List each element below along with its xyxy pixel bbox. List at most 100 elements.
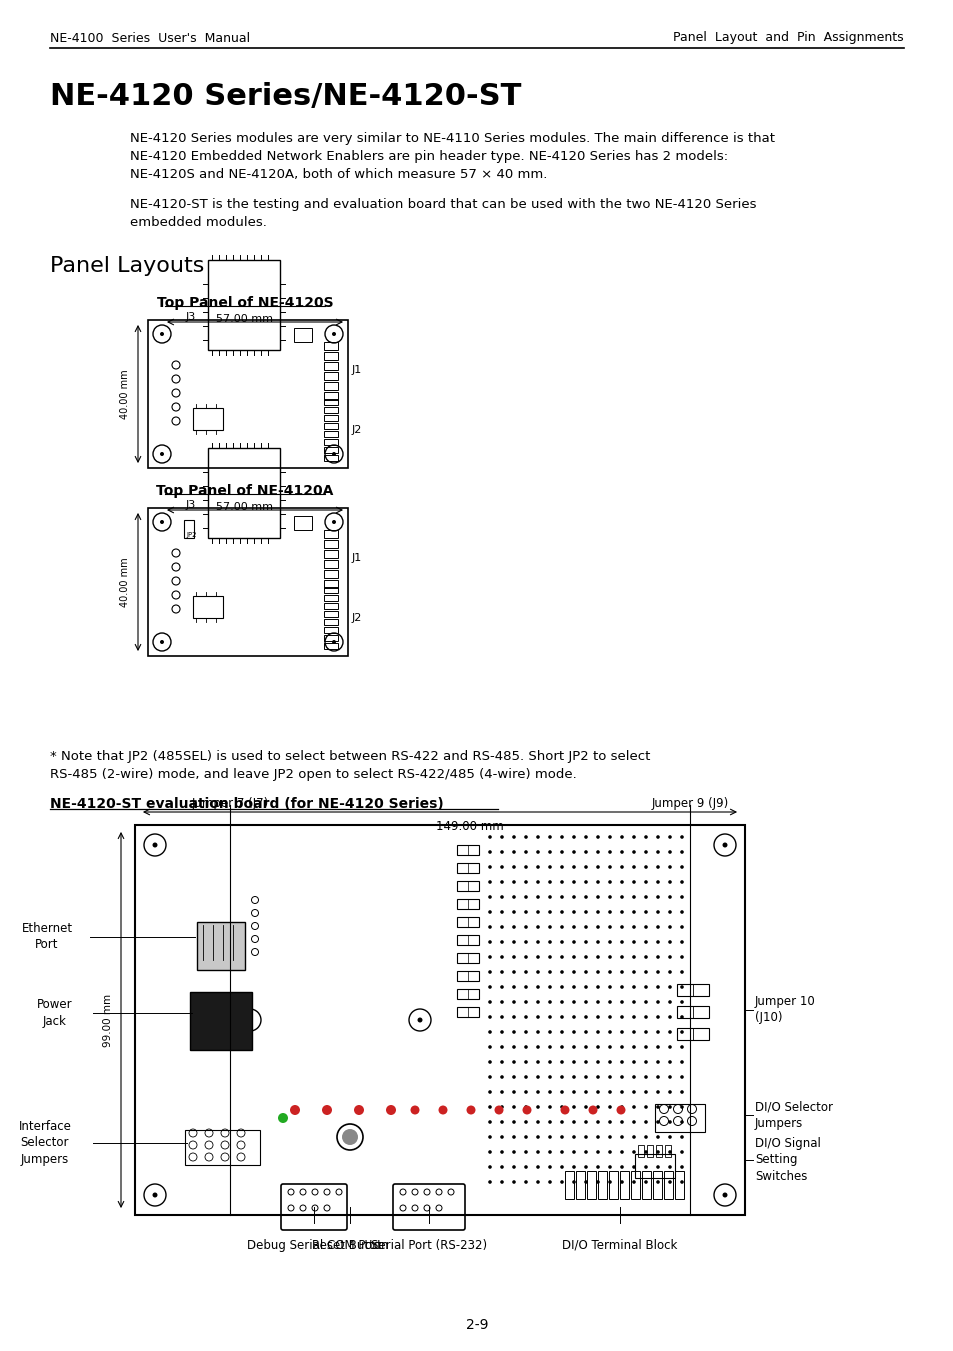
- Circle shape: [572, 896, 576, 898]
- Circle shape: [499, 985, 503, 989]
- Circle shape: [523, 1181, 527, 1183]
- Text: 99.00 mm: 99.00 mm: [103, 993, 112, 1047]
- Circle shape: [523, 1150, 527, 1154]
- Text: DI/O Selector
Jumpers: DI/O Selector Jumpers: [754, 1101, 832, 1129]
- Circle shape: [667, 1061, 671, 1063]
- Circle shape: [559, 1150, 563, 1154]
- Circle shape: [583, 896, 587, 898]
- Circle shape: [548, 1075, 551, 1079]
- Circle shape: [619, 925, 623, 928]
- Circle shape: [559, 1165, 563, 1169]
- Circle shape: [608, 1120, 611, 1124]
- Text: Jumper 7 (J7): Jumper 7 (J7): [192, 797, 269, 811]
- Circle shape: [632, 865, 635, 869]
- Circle shape: [619, 865, 623, 869]
- Circle shape: [656, 1120, 659, 1124]
- Circle shape: [596, 865, 599, 869]
- Circle shape: [559, 896, 563, 898]
- Text: J1: J1: [352, 553, 362, 563]
- Bar: [324, 399, 337, 405]
- Circle shape: [656, 985, 659, 989]
- Circle shape: [721, 843, 727, 847]
- Circle shape: [656, 1150, 659, 1154]
- Circle shape: [679, 940, 683, 944]
- Circle shape: [572, 970, 576, 974]
- Circle shape: [536, 955, 539, 959]
- Bar: [324, 635, 337, 640]
- Circle shape: [596, 1031, 599, 1034]
- Circle shape: [494, 1105, 503, 1115]
- Circle shape: [512, 1015, 516, 1019]
- Circle shape: [523, 1165, 527, 1169]
- Circle shape: [679, 1015, 683, 1019]
- Bar: [324, 550, 337, 558]
- Circle shape: [679, 985, 683, 989]
- Circle shape: [512, 955, 516, 959]
- Circle shape: [596, 896, 599, 898]
- Circle shape: [583, 925, 587, 928]
- Circle shape: [512, 1135, 516, 1139]
- Bar: [675, 1171, 683, 1198]
- Circle shape: [608, 1135, 611, 1139]
- Bar: [324, 423, 337, 430]
- Text: Jumper 10
(J10): Jumper 10 (J10): [754, 996, 815, 1024]
- Text: Panel  Layout  and  Pin  Assignments: Panel Layout and Pin Assignments: [673, 31, 903, 45]
- Circle shape: [572, 1061, 576, 1063]
- Circle shape: [559, 955, 563, 959]
- Circle shape: [596, 1046, 599, 1048]
- Circle shape: [643, 835, 647, 839]
- Circle shape: [643, 881, 647, 884]
- Circle shape: [679, 881, 683, 884]
- Bar: [208, 259, 280, 350]
- Circle shape: [499, 1031, 503, 1034]
- Bar: [324, 455, 337, 461]
- Circle shape: [679, 1150, 683, 1154]
- Circle shape: [548, 1165, 551, 1169]
- Circle shape: [583, 1165, 587, 1169]
- Circle shape: [608, 1105, 611, 1109]
- Circle shape: [632, 881, 635, 884]
- Circle shape: [559, 865, 563, 869]
- Circle shape: [160, 640, 164, 644]
- Bar: [677, 1006, 708, 1019]
- Circle shape: [499, 970, 503, 974]
- Bar: [652, 1171, 661, 1198]
- Text: Serial Port (RS-232): Serial Port (RS-232): [371, 1239, 487, 1252]
- Bar: [324, 530, 337, 538]
- Circle shape: [583, 850, 587, 854]
- Circle shape: [619, 1015, 623, 1019]
- Circle shape: [656, 925, 659, 928]
- Text: Debug Serial COM Port: Debug Serial COM Port: [246, 1239, 381, 1252]
- Circle shape: [667, 1000, 671, 1004]
- Circle shape: [536, 1165, 539, 1169]
- Circle shape: [667, 881, 671, 884]
- Text: DI/O Signal
Setting
Switches: DI/O Signal Setting Switches: [754, 1138, 820, 1182]
- Circle shape: [596, 1015, 599, 1019]
- Bar: [324, 580, 337, 588]
- Bar: [656, 1146, 661, 1156]
- Circle shape: [417, 1017, 422, 1023]
- Circle shape: [667, 1181, 671, 1183]
- Circle shape: [548, 835, 551, 839]
- Bar: [677, 1028, 708, 1040]
- Circle shape: [619, 1046, 623, 1048]
- Circle shape: [512, 970, 516, 974]
- Circle shape: [643, 1000, 647, 1004]
- Bar: [456, 989, 478, 998]
- Bar: [135, 825, 744, 1215]
- Circle shape: [523, 1015, 527, 1019]
- Circle shape: [548, 1135, 551, 1139]
- Bar: [576, 1171, 584, 1198]
- Circle shape: [667, 1015, 671, 1019]
- Circle shape: [322, 1105, 332, 1115]
- Circle shape: [643, 955, 647, 959]
- Circle shape: [572, 881, 576, 884]
- Bar: [456, 971, 478, 981]
- Circle shape: [559, 1000, 563, 1004]
- Circle shape: [619, 1000, 623, 1004]
- Circle shape: [499, 1150, 503, 1154]
- Circle shape: [619, 970, 623, 974]
- Bar: [324, 342, 337, 350]
- Bar: [630, 1171, 639, 1198]
- Text: Power
Jack: Power Jack: [37, 998, 72, 1028]
